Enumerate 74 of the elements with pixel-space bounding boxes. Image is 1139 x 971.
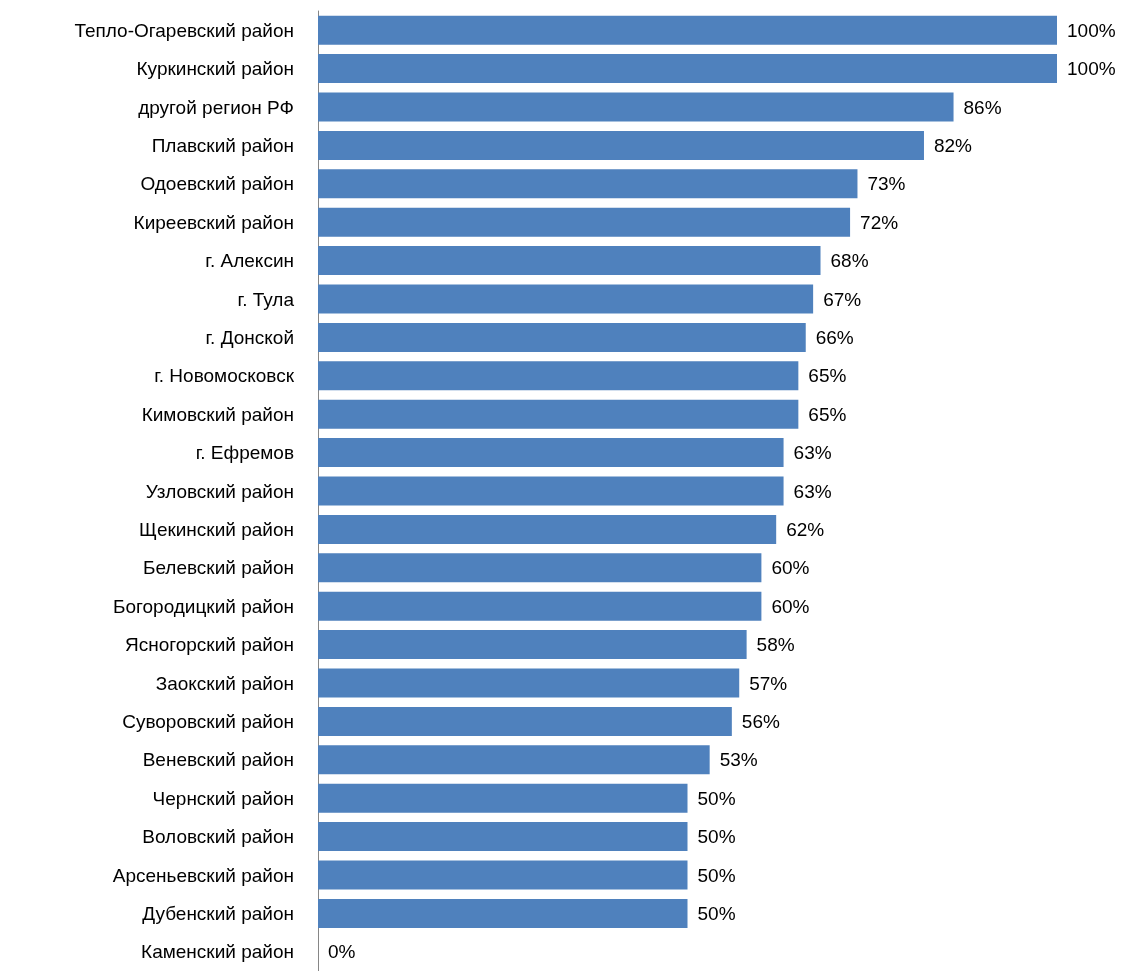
y-tick-label: г. Ефремов bbox=[195, 442, 294, 464]
y-tick-label: Белевский район bbox=[142, 557, 294, 579]
bar bbox=[318, 668, 740, 698]
y-tick-label: Дубенский район bbox=[142, 902, 294, 924]
data-label: 66% bbox=[815, 326, 854, 348]
y-tick-label: другой регион РФ bbox=[138, 96, 294, 118]
data-label: 50% bbox=[697, 902, 736, 924]
data-label: 65% bbox=[808, 365, 847, 387]
bar bbox=[318, 860, 688, 890]
y-tick-label: Веневский район bbox=[142, 749, 294, 771]
y-tick-label: г. Новомосковск bbox=[154, 365, 295, 387]
bar bbox=[318, 783, 688, 813]
data-label: 53% bbox=[719, 749, 758, 771]
y-tick-label: Кимовский район bbox=[141, 403, 294, 425]
bar bbox=[318, 361, 799, 391]
bar bbox=[318, 591, 762, 621]
bar bbox=[318, 745, 710, 775]
bar bbox=[318, 476, 784, 506]
y-tick-label: Чернский район bbox=[152, 787, 294, 809]
bar bbox=[318, 15, 1057, 45]
data-label: 100% bbox=[1067, 19, 1116, 41]
y-tick-label: Суворовский район bbox=[122, 710, 294, 732]
y-tick-label: Тепло-Огаревский район bbox=[74, 19, 294, 41]
bar bbox=[318, 822, 688, 852]
data-label: 68% bbox=[830, 250, 869, 272]
data-label: 63% bbox=[793, 480, 832, 502]
data-label: 0% bbox=[328, 941, 356, 963]
y-tick-label: Ясногорский район bbox=[124, 634, 294, 656]
y-tick-label: Заокский район bbox=[155, 672, 294, 694]
bar bbox=[318, 898, 688, 928]
y-tick-label: Каменский район bbox=[141, 941, 294, 963]
data-label: 50% bbox=[697, 864, 736, 886]
data-label: 60% bbox=[771, 595, 810, 617]
data-label: 72% bbox=[860, 211, 899, 233]
y-tick-label: г. Донской bbox=[205, 326, 294, 348]
y-tick-label: г. Алексин bbox=[205, 250, 294, 272]
bar bbox=[318, 92, 954, 122]
data-label: 62% bbox=[786, 518, 825, 540]
data-label: 58% bbox=[756, 634, 795, 656]
y-tick-label: г. Тула bbox=[237, 288, 295, 310]
y-tick-label: Арсеньевский район bbox=[112, 864, 294, 886]
data-label: 82% bbox=[933, 134, 973, 156]
y-tick-label: Богородицкий район bbox=[112, 595, 294, 617]
bar bbox=[318, 630, 747, 660]
bar bbox=[318, 322, 806, 352]
y-tick-label: Одоевский район bbox=[140, 173, 294, 195]
bar bbox=[318, 54, 1057, 84]
y-tick-label: Щекинский район bbox=[139, 518, 294, 540]
data-label: 100% bbox=[1067, 58, 1116, 80]
data-label: 60% bbox=[771, 557, 810, 579]
bar bbox=[318, 553, 762, 583]
bar bbox=[318, 514, 777, 544]
data-label: 63% bbox=[793, 442, 832, 464]
bar bbox=[318, 284, 814, 314]
bar bbox=[318, 438, 784, 468]
data-label: 50% bbox=[697, 787, 736, 809]
data-label: 50% bbox=[697, 826, 736, 848]
data-label: 56% bbox=[741, 710, 780, 732]
y-tick-label: Воловский район bbox=[142, 826, 294, 848]
bar bbox=[318, 169, 858, 199]
data-label: 65% bbox=[808, 403, 847, 425]
data-label: 73% bbox=[867, 173, 906, 195]
y-tick-label: Куркинский район bbox=[136, 58, 294, 80]
y-tick-label: Киреевский район bbox=[133, 211, 294, 233]
bar bbox=[318, 130, 924, 160]
data-label: 57% bbox=[749, 672, 788, 694]
bar bbox=[318, 706, 732, 736]
y-tick-label: Узловский район bbox=[145, 480, 294, 502]
bar bbox=[318, 399, 799, 429]
data-label: 67% bbox=[823, 288, 862, 310]
bar bbox=[318, 207, 851, 237]
data-label: 86% bbox=[963, 96, 1002, 118]
y-tick-label: Плавский район bbox=[151, 134, 294, 156]
bar bbox=[318, 246, 821, 276]
